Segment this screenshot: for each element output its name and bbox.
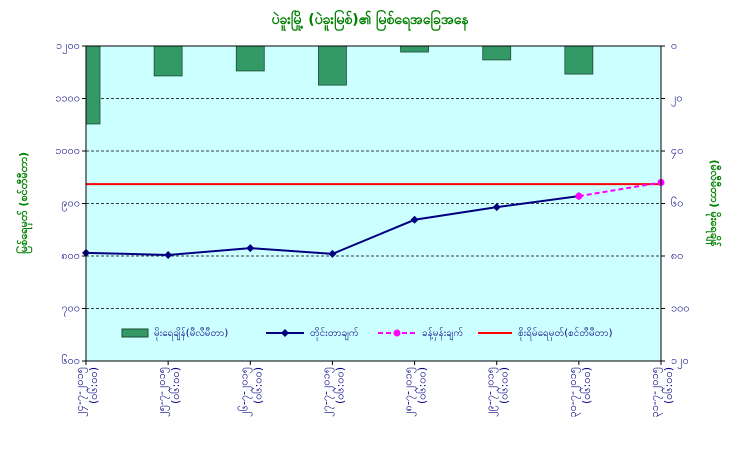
x-tick-label: (၀၆:၀၀)	[580, 367, 593, 404]
y2-tick-label: ၁၀၀	[671, 302, 690, 315]
y-tick-label: ၉၀၀	[61, 197, 80, 212]
y2-tick-label: ၁၂၀	[671, 354, 689, 369]
plot-border	[85, 45, 662, 362]
chart-title: ပဲခူးမြို့ (ပဲခူးမြစ်)၏ မြစ်ရေအခြေအနေ	[271, 10, 469, 31]
x-tick-label: (၀၆:၀၀)	[169, 367, 182, 404]
legend-label: ခန့်မှန်းချက်	[422, 326, 463, 341]
x-tick-label: (၀၆:၀၀)	[333, 367, 346, 404]
x-tick-label: ၃၀-၇-၂၀၁၅	[566, 367, 581, 417]
x-tick-label: ၂၄-၇-၂၀၁၅	[73, 367, 88, 417]
x-tick-label: ၂၉-၇-၂၀၁၅	[484, 367, 499, 417]
x-tick-label: (၀၆:၀၀)	[251, 367, 264, 404]
y2-tick-label: ၀	[671, 39, 677, 52]
y2-tick-label: ၄၀	[671, 144, 683, 159]
bar	[153, 46, 183, 77]
legend-label: မိုးရေချိန်(မီလီမီတာ)	[154, 326, 228, 341]
y2-tick-label: ၆၀	[671, 197, 683, 210]
marker	[575, 192, 583, 200]
y2-tick-label: ၂၀	[671, 92, 683, 107]
x-tick-label: ၂၇-၇-၂၀၁၅	[319, 367, 334, 417]
x-tick-label: ၂၆-၇-၂၀၁၅	[237, 367, 252, 417]
x-tick-label: (၀၆:၀၀)	[416, 367, 429, 404]
y-tick-label: ၈၀၀	[61, 249, 80, 262]
x-tick-label: ၂၅-၇-၂၀၁၅	[155, 367, 170, 417]
x-tick-label: (၀၆:၀၀)	[498, 367, 511, 404]
legend-label: တိုင်းတာချက်	[310, 326, 359, 341]
plot-clip	[86, 46, 594, 125]
y-tick-label: ၁၂၀၀	[56, 39, 80, 54]
marker	[492, 203, 501, 212]
legend-swatch	[281, 329, 289, 337]
marker	[164, 250, 173, 259]
bar	[86, 46, 101, 125]
y2-axis-title: (မီလီမီတာ) မိုးရေချိန်	[705, 160, 722, 248]
y-axis-title: မြစ်ရေမှတ် (စင်တီမီတာ)	[15, 152, 33, 254]
y-tick-label: ၁၁၀၀	[55, 92, 80, 105]
marker	[410, 215, 419, 224]
marker	[246, 244, 255, 253]
y2-tick-label: ၈၀	[671, 249, 683, 262]
marker	[328, 249, 337, 258]
bar	[564, 46, 594, 75]
legend-swatch	[121, 328, 149, 338]
bar	[482, 46, 512, 61]
legend-swatch	[393, 329, 401, 337]
y-tick-label: ၆၀၀	[61, 354, 80, 367]
y-tick-label: ၁၀၀၀	[55, 144, 80, 157]
legend-label: စိုးရိမ်ရေမှတ်(စင်တီမီတာ)	[518, 326, 613, 341]
x-tick-label: ၃၁-၇-၂၀၁၅	[648, 367, 663, 417]
y-tick-label: ၇၀၀	[61, 302, 80, 317]
x-tick-label: ၂၈-၇-၂၀၁၅	[402, 367, 417, 417]
x-tick-label: (၀၆:၀၀)	[87, 367, 100, 404]
x-tick-label: (၀၆:၀၀)	[662, 367, 675, 404]
bar	[400, 46, 429, 53]
line-series	[578, 181, 662, 198]
bar	[235, 46, 265, 72]
bar	[318, 46, 347, 86]
